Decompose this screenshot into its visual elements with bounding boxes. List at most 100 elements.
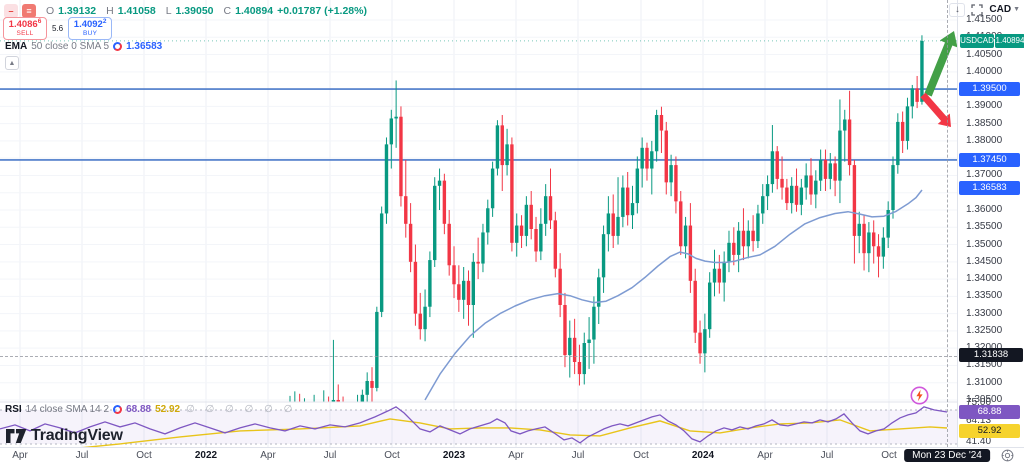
- chart-plot-area[interactable]: [0, 0, 957, 447]
- crosshair-vertical-line: [947, 0, 948, 447]
- collapse-legend-button[interactable]: ▲: [5, 56, 19, 70]
- price-axis-tick: 1.38000: [966, 134, 1003, 146]
- last-price-label: 1.40894: [995, 34, 1024, 48]
- price-axis-tick: 1.41500: [966, 14, 1003, 25]
- open-value: 1.39132: [58, 5, 97, 17]
- time-axis-tick: Oct: [881, 450, 897, 461]
- price-axis-tick: 1.39000: [966, 100, 1003, 112]
- loading-spinner-icon: [113, 42, 123, 51]
- fullscreen-icon[interactable]: [971, 3, 984, 16]
- tradingview-mark-icon: [6, 429, 27, 443]
- rsi-ma-value: 52.92: [155, 404, 181, 415]
- price-axis-tick: 1.40500: [966, 48, 1003, 60]
- ema-title: EMA: [5, 41, 28, 52]
- price-axis-tick: 1.35000: [966, 238, 1003, 250]
- time-axis-tick: Jul: [75, 450, 89, 461]
- time-axis-tick: Jul: [820, 450, 834, 461]
- chevron-down-icon: ▼: [1013, 6, 1020, 13]
- price-axis[interactable]: 1.415001.410001.405001.400001.395001.390…: [957, 0, 1024, 447]
- currency-selector[interactable]: CAD ▼: [989, 4, 1020, 15]
- main-pane: [0, 31, 957, 402]
- high-label: H: [106, 5, 114, 17]
- time-axis-tick: Apr: [12, 450, 28, 461]
- symbol-label: USDCAD: [960, 34, 994, 48]
- up-arrow[interactable]: [924, 31, 957, 97]
- sell-price-sup: 6: [37, 18, 42, 26]
- low-value: 1.39050: [175, 5, 214, 17]
- time-axis-tick: Apr: [757, 450, 773, 461]
- buy-label: BUY: [82, 30, 98, 38]
- ohlc-legend: – ≡ O 1.39132 H 1.41058 L 1.39050 C 1.40894 …: [4, 4, 367, 18]
- rsi-axis-tick: 75.00: [966, 397, 992, 408]
- time-axis-tick: Oct: [633, 450, 649, 461]
- sell-label: SELL: [16, 30, 34, 38]
- down-arrow[interactable]: [920, 92, 951, 127]
- sell-price: 1.4086: [8, 19, 38, 31]
- ema-value-label: 1.36583: [959, 181, 1020, 195]
- rsi-axis-tick: 41.40: [966, 436, 992, 447]
- rsi-line[interactable]: [0, 406, 948, 444]
- rsi-value-badge: 68.88: [959, 405, 1020, 419]
- gear-icon[interactable]: [1001, 449, 1014, 462]
- buy-price-sup: 2: [102, 18, 107, 26]
- price-axis-tick: 1.37000: [966, 169, 1003, 181]
- rsi-empty-plots: ∅ ∅ ∅ ∅ ∅ ∅: [186, 404, 297, 415]
- price-axis-tick: 1.34500: [966, 255, 1003, 267]
- time-axis-tick: 2023: [442, 450, 466, 461]
- ema-params: 50 close 0 SMA 5: [31, 41, 110, 52]
- price-axis-tick: 1.32000: [966, 342, 1002, 354]
- ema-value: 1.36583: [126, 41, 163, 52]
- currency-value: CAD: [989, 4, 1012, 15]
- crosshair-price-label: 1.31838: [959, 348, 1023, 362]
- change-value: +0.01787 (+1.28%): [277, 5, 367, 17]
- price-axis-tick: 1.40000: [966, 65, 1003, 77]
- buy-price: 1.4092: [73, 19, 103, 31]
- time-axis-tick: 2024: [691, 450, 715, 461]
- high-value: 1.41058: [117, 5, 156, 17]
- chart-canvas: [0, 0, 957, 447]
- rsi-pane: [0, 406, 957, 447]
- price-axis-tick: 1.38500: [966, 117, 1003, 129]
- buy-button[interactable]: 1.40922 BUY: [68, 17, 113, 40]
- tradingview-logo[interactable]: TradingView: [6, 427, 123, 445]
- rsi-ma-value-badge: 52.92: [959, 424, 1020, 438]
- time-axis-tick: Apr: [260, 450, 276, 461]
- level-label-1[interactable]: 1.39500: [959, 82, 1020, 96]
- sell-button[interactable]: 1.40866 SELL: [3, 17, 47, 40]
- time-axis-tick: Jul: [571, 450, 585, 461]
- price-axis-tick: 1.34000: [966, 273, 1003, 285]
- flash-alert-icon[interactable]: [909, 385, 930, 406]
- loading-spinner-icon: [113, 405, 123, 414]
- candlestick-series: [289, 35, 924, 402]
- price-axis-tick: 1.33000: [966, 307, 1003, 319]
- price-axis-tick: 1.33500: [966, 290, 1003, 302]
- price-axis-tick: 1.31000: [966, 376, 1003, 388]
- price-axis-tick: 1.35500: [966, 221, 1003, 233]
- ema-indicator-legend[interactable]: EMA 50 close 0 SMA 5 1.36583: [5, 41, 162, 52]
- price-axis-tick: 1.30500: [966, 393, 1003, 405]
- time-axis-tick: Oct: [384, 450, 400, 461]
- grid: [0, 0, 957, 447]
- time-axis-tick: 2022: [194, 450, 218, 461]
- low-label: L: [165, 5, 172, 17]
- close-label: C: [223, 5, 232, 17]
- spread-value: 5.6: [52, 24, 64, 33]
- rsi-indicator-legend[interactable]: RSI 14 close SMA 14 2 68.88 52.92 ∅ ∅ ∅ …: [5, 404, 296, 415]
- time-axis[interactable]: Apr Jul Oct 2022 Apr Jul Oct 2023 Apr Jul Oct 2024 A…: [0, 447, 1024, 463]
- time-axis-tick: Oct: [136, 450, 152, 461]
- crosshair-time-label: Mon 23 Dec '24: [904, 449, 990, 462]
- minimize-icon[interactable]: –: [4, 4, 18, 18]
- open-label: O: [46, 5, 55, 17]
- level-label-2[interactable]: 1.37450: [959, 153, 1020, 167]
- rsi-params: 14 close SMA 14 2: [25, 404, 110, 415]
- rsi-axis-tick: 64.13: [966, 415, 992, 426]
- logo-text: TradingView: [31, 427, 123, 444]
- download-icon[interactable]: ↓: [949, 2, 966, 17]
- price-axis-tick: 1.32500: [966, 324, 1003, 336]
- price-axis-tick: 1.36000: [966, 203, 1003, 215]
- crosshair-horizontal-line: [0, 355, 957, 357]
- price-axis-tick: 1.31500: [966, 359, 1003, 371]
- ema-line[interactable]: [424, 189, 923, 401]
- menu-icon[interactable]: ≡: [22, 4, 36, 18]
